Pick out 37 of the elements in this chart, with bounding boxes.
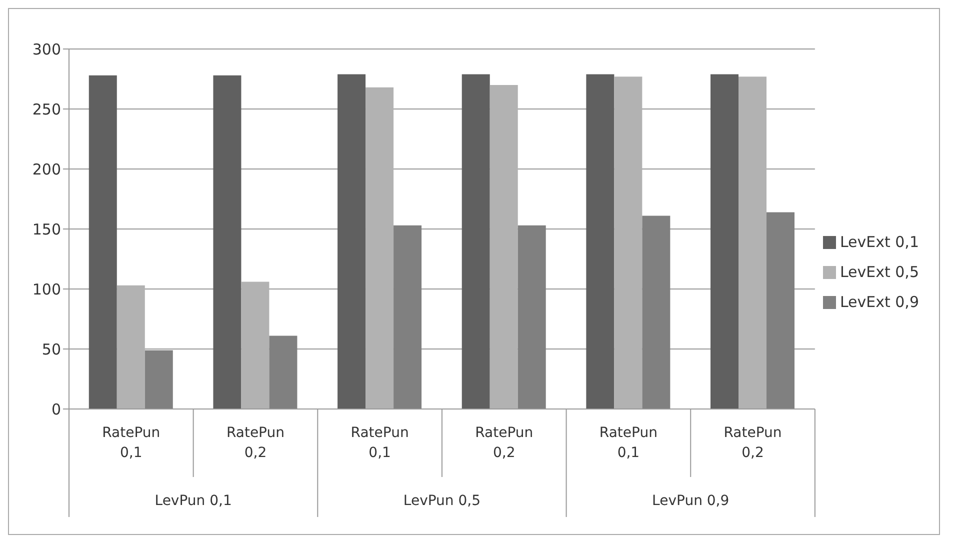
x-tick-label: RatePun 0,2: [724, 425, 782, 461]
text: LevPun 0,5: [403, 493, 481, 509]
y-tick-label: 0: [51, 400, 61, 418]
y-tick-label: 250: [32, 100, 61, 118]
x-tick-label: RatePun 0,2: [475, 425, 534, 461]
text: LevPun 0,1: [154, 493, 232, 509]
y-tick-label: 200: [32, 160, 61, 178]
bar: [586, 74, 614, 409]
bar: [766, 212, 795, 409]
bar: [144, 350, 173, 409]
x-tick-label: RatePun 0,1: [599, 425, 658, 461]
bar: [710, 74, 739, 409]
bar: [241, 282, 270, 409]
y-tick-label: 50: [42, 340, 61, 358]
bar: [462, 74, 490, 409]
bar: [738, 76, 767, 409]
bar: [614, 76, 642, 409]
x-tick-label: RatePun 0,1: [102, 425, 160, 461]
bar: [518, 225, 546, 409]
bar: [88, 75, 117, 409]
bar: [642, 216, 670, 409]
legend-label: LevExt 0,9: [840, 292, 919, 310]
bar: [213, 75, 242, 409]
y-tick-label: 300: [32, 40, 61, 58]
bar: [490, 85, 518, 409]
bar: [338, 74, 366, 409]
bar: [366, 87, 394, 409]
x-tick-label: RatePun 0,2: [226, 425, 285, 461]
y-tick-label: 150: [32, 220, 61, 238]
bar: [269, 336, 298, 409]
legend-label: LevExt 0,1: [840, 232, 919, 250]
x-tick-label: RatePun 0,1: [350, 425, 409, 461]
text: LevPun 0,9: [652, 493, 730, 509]
bar: [394, 225, 422, 409]
legend-label: LevExt 0,5: [840, 262, 919, 280]
bar: [116, 285, 145, 409]
y-tick-label: 100: [32, 280, 61, 298]
